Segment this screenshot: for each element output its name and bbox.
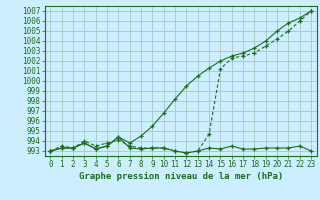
X-axis label: Graphe pression niveau de la mer (hPa): Graphe pression niveau de la mer (hPa) xyxy=(79,172,283,181)
